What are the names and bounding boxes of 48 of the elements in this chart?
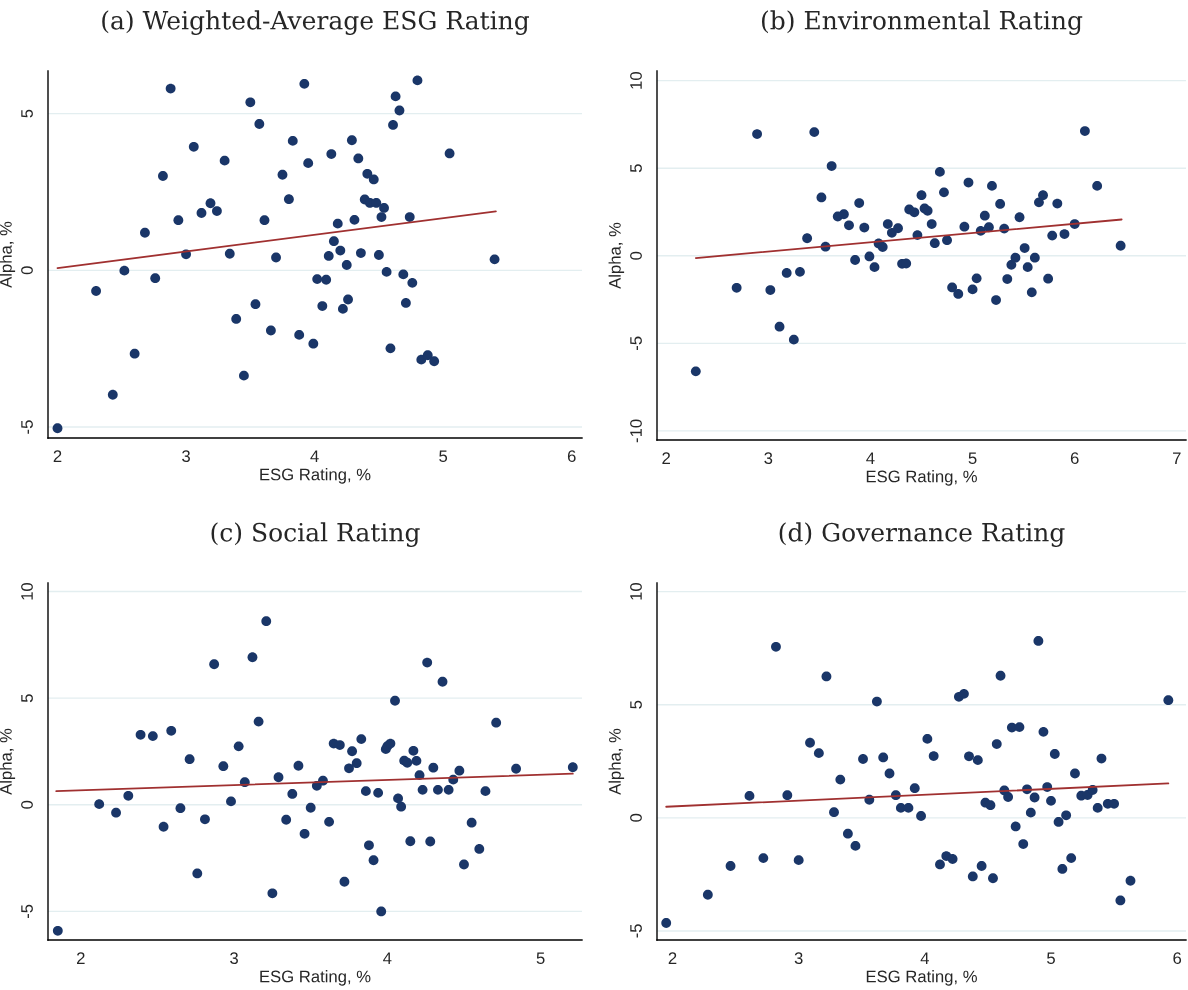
x-tick-label: 3 <box>794 952 803 965</box>
y-tick-label: 5 <box>630 164 642 173</box>
y-tick-label: 0 <box>21 800 33 809</box>
x-tick-label: 5 <box>968 452 977 465</box>
x-tick-label: 2 <box>77 952 85 964</box>
x-axis-title: ESG Rating, % <box>866 970 977 986</box>
x-tick-label: 3 <box>764 452 773 465</box>
chart-title: (b) Environmental Rating <box>761 10 1083 35</box>
y-tick-label: -5 <box>21 904 33 919</box>
y-tick-label: -10 <box>630 419 642 443</box>
x-tick-label: 2 <box>668 952 677 964</box>
y-tick-label: 5 <box>630 700 642 709</box>
x-axis-title: ESG Rating, % <box>260 970 371 986</box>
y-axis-title: Alpha, % <box>0 221 16 288</box>
x-tick-label: 2 <box>53 450 62 462</box>
chart-title: (c) Social Rating <box>211 522 420 547</box>
y-tick-label: -5 <box>630 924 642 938</box>
y-axis-title: Alpha, % <box>608 728 625 795</box>
x-tick-label: 5 <box>536 952 545 965</box>
y-tick-label: -5 <box>630 336 642 350</box>
y-axis-title: Alpha, % <box>0 728 16 795</box>
x-tick-label: 3 <box>230 952 238 965</box>
x-axis-title: ESG Rating, % <box>866 470 977 486</box>
x-tick-label: 6 <box>1173 952 1182 965</box>
x-tick-label: 5 <box>439 450 448 463</box>
x-tick-label: 4 <box>920 952 929 964</box>
y-tick-label: 5 <box>21 694 33 703</box>
chart-title: (a) Weighted-Average ESG Rating <box>102 10 530 35</box>
y-tick-label: 10 <box>630 72 642 89</box>
x-tick-label: 4 <box>383 952 392 964</box>
chart-title: (d) Governance Rating <box>779 522 1065 547</box>
y-tick-label: 0 <box>21 266 33 275</box>
y-tick-label: 5 <box>21 109 33 118</box>
x-tick-label: 7 <box>1173 452 1181 464</box>
y-tick-label: -5 <box>21 420 33 434</box>
x-tick-label: 4 <box>866 452 875 464</box>
y-tick-label: 0 <box>630 813 642 822</box>
x-tick-label: 4 <box>310 450 319 462</box>
y-tick-label: 10 <box>630 582 642 600</box>
y-tick-label: 10 <box>21 582 33 600</box>
x-tick-label: 6 <box>1070 452 1079 465</box>
x-tick-label: 3 <box>182 450 190 463</box>
x-tick-label: 5 <box>1047 952 1055 965</box>
x-tick-label: 6 <box>567 450 576 463</box>
y-tick-label: 0 <box>630 251 642 260</box>
y-axis-title: Alpha, % <box>608 222 625 289</box>
x-tick-label: 2 <box>662 452 670 464</box>
x-axis-title: ESG Rating, % <box>260 468 371 484</box>
